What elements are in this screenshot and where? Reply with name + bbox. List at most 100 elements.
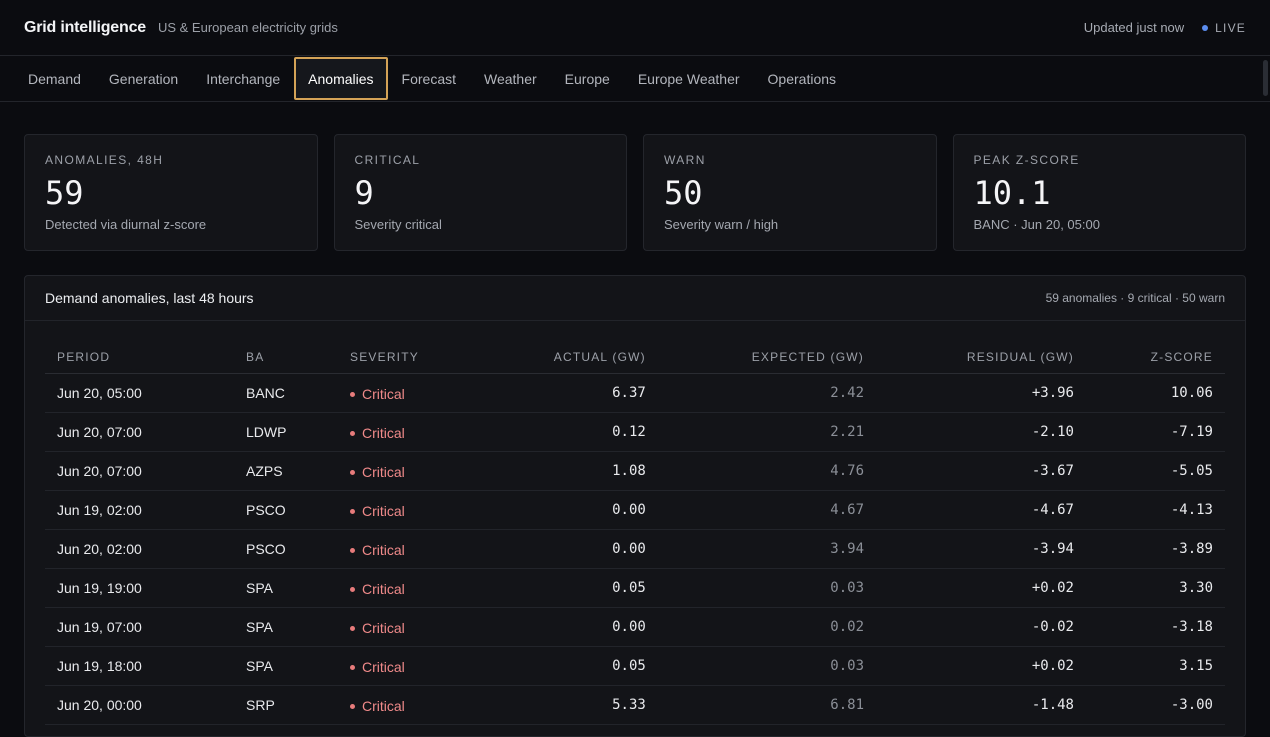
card-label: PEAK Z-SCORE [973, 153, 1080, 167]
cell-severity: Critical [338, 568, 472, 608]
card-note: Severity critical [354, 216, 442, 232]
cell-severity: Critical [338, 451, 472, 491]
tab-demand[interactable]: Demand [28, 70, 81, 87]
table-row[interactable]: Jun 19, 19:00 SPA Critical 0.05 0.03 +0.02 3.3… [45, 568, 1225, 608]
severity-badge: Critical [350, 503, 405, 519]
cell-residual: -3.94 [876, 529, 1086, 569]
cell-actual: 0.00 [472, 529, 658, 569]
col-zscore[interactable]: Z-SCORE [1086, 341, 1225, 374]
col-actual[interactable]: ACTUAL (GW) [472, 341, 658, 374]
table-row[interactable]: Jun 20, 00:00 SRP Critical 5.33 6.81 -1.48 -3.… [45, 685, 1225, 725]
cell-severity: Critical [338, 412, 472, 452]
col-period[interactable]: PERIOD [45, 341, 234, 374]
severity-label: Critical [362, 425, 405, 442]
severity-badge: Critical [350, 620, 405, 636]
cell-actual: 6.37 [472, 373, 658, 413]
card-label: ANOMALIES, 48H [45, 153, 164, 167]
updated-text: Updated just now [1083, 20, 1185, 35]
severity-dot-icon [350, 664, 355, 670]
cell-period: Jun 20, 07:00 [45, 451, 234, 491]
col-expected[interactable]: EXPECTED (GW) [657, 341, 876, 374]
cell-severity: Critical [338, 685, 472, 725]
app-title: Grid intelligence [24, 18, 146, 36]
card-critical: CRITICAL 9 Severity critical [333, 134, 627, 251]
cell-actual: 1.08 [472, 451, 658, 491]
cell-actual: 0.00 [472, 490, 658, 530]
card-label: WARN [664, 153, 706, 167]
card-value: 50 [664, 174, 703, 212]
severity-dot-icon [350, 430, 355, 436]
card-note: Detected via diurnal z-score [45, 216, 207, 232]
cell-zscore: 3.30 [1086, 568, 1225, 608]
tab-interchange[interactable]: Interchange [206, 70, 281, 87]
brand: Grid intelligence US & European electric… [24, 19, 338, 37]
severity-dot-icon [350, 469, 355, 475]
col-ba[interactable]: BA [234, 341, 338, 374]
card-value: 9 [354, 174, 374, 212]
panel-header: Demand anomalies, last 48 hours 59 anoma… [25, 276, 1245, 321]
table-header-row: PERIOD BA SEVERITY ACTUAL (GW) EXPECTED … [45, 341, 1225, 374]
severity-badge: Critical [350, 425, 405, 441]
tab-weather[interactable]: Weather [484, 70, 537, 87]
live-label: LIVE [1215, 20, 1246, 35]
cell-residual: -0.02 [876, 607, 1086, 647]
severity-label: Critical [362, 581, 405, 598]
severity-dot-icon [350, 391, 355, 397]
cell-period: Jun 20, 02:00 [45, 529, 234, 569]
severity-label: Critical [362, 503, 405, 520]
stat-cards: ANOMALIES, 48H 59 Detected via diurnal z… [0, 102, 1270, 251]
severity-dot-icon [350, 703, 355, 709]
col-severity[interactable]: SEVERITY [338, 341, 472, 374]
severity-label: Critical [362, 542, 405, 559]
cell-period: Jun 19, 18:00 [45, 646, 234, 686]
tabs-scrollbar[interactable] [1263, 60, 1268, 96]
severity-label: Critical [362, 659, 405, 676]
col-residual[interactable]: RESIDUAL (GW) [876, 341, 1086, 374]
severity-badge: Critical [350, 698, 405, 714]
cell-period: Jun 20, 07:00 [45, 412, 234, 452]
anomalies-panel: Demand anomalies, last 48 hours 59 anoma… [24, 275, 1246, 737]
table-row[interactable]: Jun 20, 07:00 AZPS Critical 1.08 4.76 -3.67 -5… [45, 451, 1225, 491]
cell-period: Jun 19, 02:00 [45, 490, 234, 530]
cell-expected: 2.21 [657, 412, 876, 452]
cell-ba: PSCO [234, 529, 338, 569]
table-row[interactable]: Jun 20, 02:00 PSCO Critical 0.00 3.94 -3.94 -3… [45, 529, 1225, 569]
cell-expected: 0.02 [657, 607, 876, 647]
cell-period: Jun 19, 19:00 [45, 568, 234, 608]
card-value: 10.1 [973, 174, 1051, 212]
cell-zscore: -3.18 [1086, 607, 1225, 647]
top-bar: Grid intelligence US & European electric… [0, 0, 1270, 56]
cell-actual: 5.33 [472, 685, 658, 725]
table-row[interactable]: Jun 19, 02:00 PSCO Critical 0.00 4.67 -4.67 -4… [45, 490, 1225, 530]
cell-severity: Critical [338, 490, 472, 530]
cell-actual: 0.00 [472, 607, 658, 647]
panel-title: Demand anomalies, last 48 hours [45, 290, 254, 306]
cell-severity: Critical [338, 529, 472, 569]
tab-forecast[interactable]: Forecast [401, 70, 456, 87]
cell-expected: 4.67 [657, 490, 876, 530]
cell-zscore: -4.13 [1086, 490, 1225, 530]
severity-badge: Critical [350, 581, 405, 597]
severity-dot-icon [350, 625, 355, 631]
table-row[interactable]: Jun 19, 18:00 SPA Critical 0.05 0.03 +0.02 3.1… [45, 646, 1225, 686]
cell-expected: 2.42 [657, 373, 876, 413]
tab-europe[interactable]: Europe [564, 70, 610, 87]
tab-generation[interactable]: Generation [108, 70, 179, 87]
table-row[interactable]: Jun 19, 07:00 SPA Critical 0.00 0.02 -0.02 -3.… [45, 607, 1225, 647]
card-note: Severity warn / high [664, 216, 779, 232]
cell-zscore: -3.89 [1086, 529, 1225, 569]
severity-badge: Critical [350, 464, 405, 480]
card-note: BANC · Jun 20, 05:00 [973, 216, 1100, 232]
tab-bar: Demand Generation Interchange Anomalies … [0, 56, 1270, 102]
cell-period: Jun 19, 07:00 [45, 607, 234, 647]
tab-anomalies[interactable]: Anomalies [294, 57, 388, 100]
cell-expected: 4.76 [657, 451, 876, 491]
tab-europe-weather[interactable]: Europe Weather [637, 70, 740, 87]
cell-actual: 0.05 [472, 646, 658, 686]
tab-operations[interactable]: Operations [767, 70, 837, 87]
severity-dot-icon [350, 586, 355, 592]
table-row[interactable]: Jun 20, 07:00 LDWP Critical 0.12 2.21 -2.10 -7… [45, 412, 1225, 452]
card-value: 59 [45, 174, 84, 212]
cell-actual: 0.05 [472, 568, 658, 608]
table-row[interactable]: Jun 20, 05:00 BANC Critical 6.37 2.42 +3.96 10… [45, 373, 1225, 413]
